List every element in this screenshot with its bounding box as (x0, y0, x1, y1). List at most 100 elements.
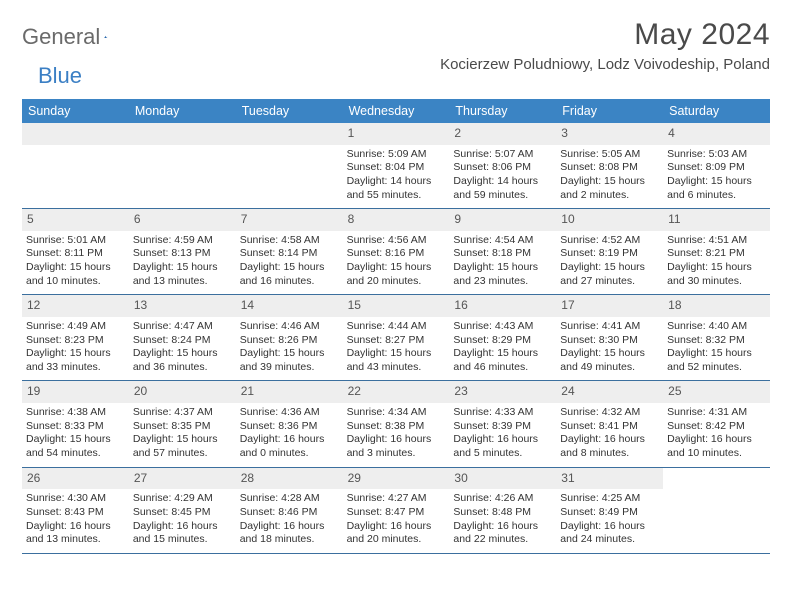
day-line: Sunrise: 4:38 AM (26, 406, 125, 420)
day-cell: 7Sunrise: 4:58 AMSunset: 8:14 PMDaylight… (236, 209, 343, 294)
day-line: Sunset: 8:43 PM (26, 506, 125, 520)
day-number: 28 (236, 468, 343, 490)
day-line: Daylight: 15 hours (347, 347, 446, 361)
day-line: Daylight: 15 hours (560, 261, 659, 275)
day-cell (22, 123, 129, 208)
day-number: 8 (343, 209, 450, 231)
day-line: Sunrise: 4:56 AM (347, 234, 446, 248)
day-number: 21 (236, 381, 343, 403)
day-line: Sunset: 8:38 PM (347, 420, 446, 434)
day-line: Daylight: 14 hours (347, 175, 446, 189)
day-line: and 10 minutes. (26, 275, 125, 289)
day-line: and 33 minutes. (26, 361, 125, 375)
day-number: 9 (449, 209, 556, 231)
day-number: 23 (449, 381, 556, 403)
day-line: Daylight: 15 hours (240, 347, 339, 361)
day-line: Sunrise: 4:47 AM (133, 320, 232, 334)
day-number: 13 (129, 295, 236, 317)
day-line: Sunrise: 4:51 AM (667, 234, 766, 248)
day-cell: 15Sunrise: 4:44 AMSunset: 8:27 PMDayligh… (343, 295, 450, 380)
day-line: and 15 minutes. (133, 533, 232, 547)
day-line: Sunset: 8:11 PM (26, 247, 125, 261)
day-line: Daylight: 15 hours (133, 261, 232, 275)
day-line: Sunrise: 4:54 AM (453, 234, 552, 248)
day-line: and 59 minutes. (453, 189, 552, 203)
day-line: Sunset: 8:30 PM (560, 334, 659, 348)
day-line: Sunrise: 4:40 AM (667, 320, 766, 334)
day-line: Sunset: 8:36 PM (240, 420, 339, 434)
day-cell: 29Sunrise: 4:27 AMSunset: 8:47 PMDayligh… (343, 468, 450, 553)
day-line: Sunrise: 4:30 AM (26, 492, 125, 506)
day-line: Sunset: 8:16 PM (347, 247, 446, 261)
day-line: Daylight: 15 hours (560, 347, 659, 361)
day-number: 3 (556, 123, 663, 145)
day-line: Sunset: 8:06 PM (453, 161, 552, 175)
day-number: 22 (343, 381, 450, 403)
day-line: Sunrise: 4:59 AM (133, 234, 232, 248)
day-cell: 28Sunrise: 4:28 AMSunset: 8:46 PMDayligh… (236, 468, 343, 553)
day-line: Sunrise: 4:27 AM (347, 492, 446, 506)
day-cell: 3Sunrise: 5:05 AMSunset: 8:08 PMDaylight… (556, 123, 663, 208)
day-number: 6 (129, 209, 236, 231)
day-line: Daylight: 16 hours (26, 520, 125, 534)
day-line: Daylight: 14 hours (453, 175, 552, 189)
day-number: 25 (663, 381, 770, 403)
day-line: Daylight: 15 hours (667, 175, 766, 189)
day-line: Daylight: 15 hours (667, 347, 766, 361)
title-block: May 2024 Kocierzew Poludniowy, Lodz Voiv… (440, 18, 770, 73)
day-number: 4 (663, 123, 770, 145)
day-number-empty (129, 123, 236, 145)
day-line: Daylight: 15 hours (26, 347, 125, 361)
day-number: 7 (236, 209, 343, 231)
day-line: Daylight: 15 hours (240, 261, 339, 275)
day-line: and 6 minutes. (667, 189, 766, 203)
day-line: Daylight: 15 hours (26, 261, 125, 275)
day-line: Daylight: 16 hours (347, 520, 446, 534)
day-line: and 54 minutes. (26, 447, 125, 461)
day-line: and 57 minutes. (133, 447, 232, 461)
day-headers: Sunday Monday Tuesday Wednesday Thursday… (22, 99, 770, 123)
day-line: Sunrise: 4:46 AM (240, 320, 339, 334)
day-line: Sunset: 8:41 PM (560, 420, 659, 434)
day-cell: 17Sunrise: 4:41 AMSunset: 8:30 PMDayligh… (556, 295, 663, 380)
day-line: and 49 minutes. (560, 361, 659, 375)
day-line: and 5 minutes. (453, 447, 552, 461)
day-line: Sunset: 8:48 PM (453, 506, 552, 520)
weeks-container: 1Sunrise: 5:09 AMSunset: 8:04 PMDaylight… (22, 123, 770, 554)
day-cell: 16Sunrise: 4:43 AMSunset: 8:29 PMDayligh… (449, 295, 556, 380)
day-line: Daylight: 16 hours (453, 520, 552, 534)
day-cell: 30Sunrise: 4:26 AMSunset: 8:48 PMDayligh… (449, 468, 556, 553)
day-line: Daylight: 16 hours (560, 433, 659, 447)
day-number: 12 (22, 295, 129, 317)
day-line: Sunrise: 4:28 AM (240, 492, 339, 506)
day-line: and 30 minutes. (667, 275, 766, 289)
day-cell: 12Sunrise: 4:49 AMSunset: 8:23 PMDayligh… (22, 295, 129, 380)
day-line: and 3 minutes. (347, 447, 446, 461)
day-number: 15 (343, 295, 450, 317)
dayhead-mon: Monday (129, 99, 236, 123)
logo-word-2: Blue (38, 63, 82, 89)
month-title: May 2024 (440, 18, 770, 52)
day-line: Sunset: 8:04 PM (347, 161, 446, 175)
day-line: Sunset: 8:14 PM (240, 247, 339, 261)
day-line: Daylight: 15 hours (347, 261, 446, 275)
day-line: and 13 minutes. (133, 275, 232, 289)
day-line: Sunset: 8:24 PM (133, 334, 232, 348)
day-number: 17 (556, 295, 663, 317)
day-line: Sunrise: 5:05 AM (560, 148, 659, 162)
day-number-empty (22, 123, 129, 145)
day-cell: 22Sunrise: 4:34 AMSunset: 8:38 PMDayligh… (343, 381, 450, 466)
day-line: Sunset: 8:26 PM (240, 334, 339, 348)
day-line: and 24 minutes. (560, 533, 659, 547)
week-row: 1Sunrise: 5:09 AMSunset: 8:04 PMDaylight… (22, 123, 770, 209)
sail-icon (104, 28, 107, 46)
day-line: Sunrise: 4:31 AM (667, 406, 766, 420)
dayhead-fri: Friday (556, 99, 663, 123)
day-line: Sunset: 8:23 PM (26, 334, 125, 348)
day-line: Sunrise: 4:34 AM (347, 406, 446, 420)
logo: General (22, 18, 126, 50)
day-number: 30 (449, 468, 556, 490)
day-line: and 55 minutes. (347, 189, 446, 203)
day-line: Daylight: 15 hours (26, 433, 125, 447)
day-line: Sunrise: 5:07 AM (453, 148, 552, 162)
